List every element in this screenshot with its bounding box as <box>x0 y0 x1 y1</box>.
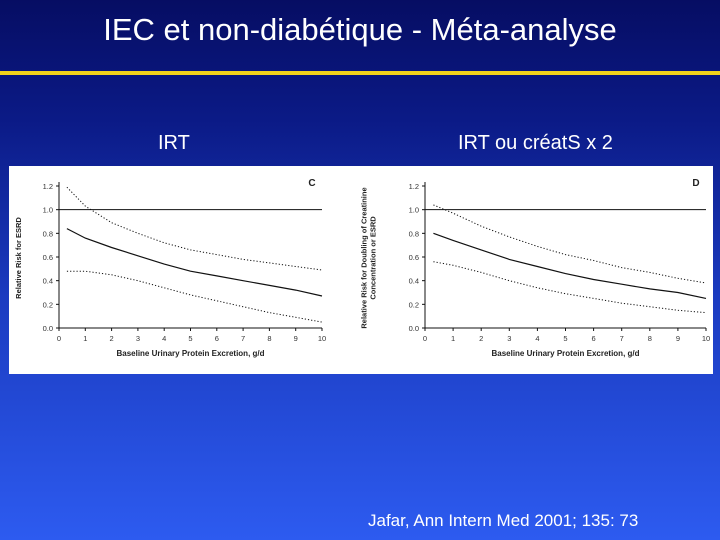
panel-label: C <box>308 178 315 189</box>
x-tick-label: 0 <box>423 334 427 343</box>
x-axis-label: Baseline Urinary Protein Excretion, g/d <box>116 349 264 358</box>
x-tick-label: 8 <box>267 334 271 343</box>
y-tick-label: 0.8 <box>409 229 419 238</box>
series-lower-ci <box>66 270 323 323</box>
panel-label: D <box>692 178 699 189</box>
citation: Jafar, Ann Intern Med 2001; 135: 73 <box>368 511 639 530</box>
series-upper-ci <box>433 204 707 284</box>
y-tick-label: 1.0 <box>409 206 419 215</box>
y-axis-label: Relative Risk for Doubling of Creatinine <box>360 187 369 328</box>
y-tick-label: 1.2 <box>43 182 53 191</box>
x-tick-label: 5 <box>563 334 567 343</box>
y-axis-label: Concentration or ESRD <box>369 216 378 300</box>
x-tick-label: 9 <box>294 334 298 343</box>
x-tick-label: 7 <box>620 334 624 343</box>
y-tick-label: 1.2 <box>409 182 419 191</box>
x-tick-label: 1 <box>451 334 455 343</box>
right-chart-caption: IRT ou créatS x 2 <box>458 132 613 154</box>
x-tick-label: 4 <box>162 334 166 343</box>
left-chart-caption: IRT <box>158 132 190 154</box>
y-tick-label: 0.2 <box>409 300 419 309</box>
x-tick-label: 6 <box>215 334 219 343</box>
charts-panel: 0.0 0.2 0.4 0.6 0.8 1.0 1.2 0 1 2 3 4 5 6 7 8 9 10 Baselin… <box>9 166 713 374</box>
chart-c: 0.0 0.2 0.4 0.6 0.8 1.0 1.2 0 1 2 3 4 5 6 7 8 9 10 Baselin… <box>14 178 326 358</box>
x-tick-label: 10 <box>318 334 326 343</box>
y-tick-label: 0.0 <box>409 324 419 333</box>
chart-d: 0.0 0.2 0.4 0.6 0.8 1.0 1.2 0 1 2 3 4 5 6 7 8 9 10 Baselin… <box>360 178 711 358</box>
x-tick-label: 9 <box>676 334 680 343</box>
x-axis-label: Baseline Urinary Protein Excretion, g/d <box>491 349 639 358</box>
series-upper-ci <box>66 186 323 271</box>
charts-svg: 0.00.20.40.60.81.01.20 1 2 3 4 5 6 7 8 9 10Baselin… <box>14 178 711 358</box>
y-tick-label: 0.0 <box>43 324 53 333</box>
slide-title: IEC et non-diabétique - Méta-analyse <box>103 12 617 47</box>
x-tick-label: 2 <box>479 334 483 343</box>
y-tick-label: 0.2 <box>43 300 53 309</box>
x-tick-label: 3 <box>136 334 140 343</box>
x-tick-label: 7 <box>241 334 245 343</box>
x-tick-label: 10 <box>702 334 710 343</box>
x-tick-label: 3 <box>507 334 511 343</box>
y-tick-label: 0.4 <box>409 277 419 286</box>
y-tick-label: 0.6 <box>43 253 53 262</box>
y-tick-label: 0.6 <box>409 253 419 262</box>
x-tick-label: 1 <box>83 334 87 343</box>
x-tick-label: 4 <box>535 334 539 343</box>
series-estimate <box>66 228 323 297</box>
series-lower-ci <box>433 261 707 314</box>
y-tick-label: 1.0 <box>43 206 53 215</box>
series-estimate <box>433 232 707 299</box>
x-tick-label: 5 <box>188 334 192 343</box>
y-axis-label: Relative Risk for ESRD <box>14 217 23 299</box>
x-tick-label: 8 <box>648 334 652 343</box>
title-underline <box>0 71 720 75</box>
x-tick-label: 2 <box>110 334 114 343</box>
y-tick-label: 0.8 <box>43 229 53 238</box>
y-tick-label: 0.4 <box>43 277 53 286</box>
x-tick-label: 6 <box>592 334 596 343</box>
x-tick-label: 0 <box>57 334 61 343</box>
